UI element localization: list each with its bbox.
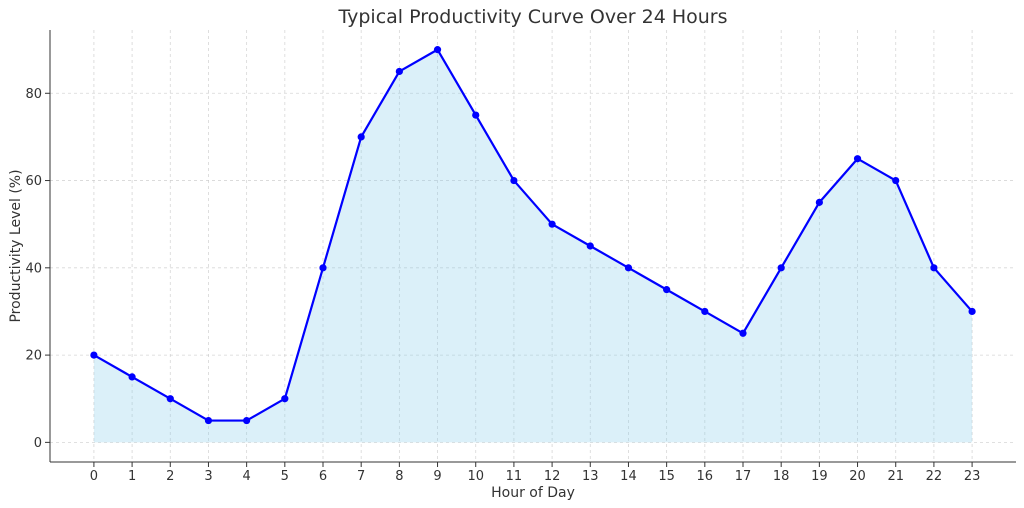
- x-tick-label: 16: [697, 469, 714, 484]
- x-tick-label: 23: [964, 469, 981, 484]
- x-tick-label: 2: [166, 469, 174, 484]
- data-point: [853, 155, 862, 163]
- y-ticks: 0 20 40 60 80: [25, 87, 50, 451]
- series-line-layer: [93, 48, 973, 422]
- x-tick-label: 21: [887, 469, 904, 484]
- data-point: [433, 46, 442, 54]
- x-tick-label: 11: [506, 469, 523, 484]
- data-point: [90, 351, 98, 359]
- x-tick-label: 5: [281, 469, 289, 484]
- data-point: [930, 264, 938, 272]
- y-tick-label: 40: [25, 261, 42, 276]
- y-tick-label: 80: [25, 87, 42, 102]
- data-point: [663, 286, 671, 294]
- x-tick-label: 18: [773, 469, 790, 484]
- data-point: [739, 329, 747, 337]
- y-tick-label: 20: [25, 349, 42, 364]
- axes: [49, 30, 1016, 463]
- data-point: [281, 395, 289, 403]
- x-tick-label: 13: [582, 469, 599, 484]
- data-point: [586, 242, 594, 250]
- x-tick-label: 12: [544, 469, 561, 484]
- data-point: [624, 264, 633, 272]
- data-point: [548, 220, 556, 228]
- series-line: [93, 48, 973, 422]
- x-tick-label: 6: [319, 469, 327, 484]
- data-point: [357, 133, 365, 141]
- x-tick-label: 3: [204, 469, 212, 484]
- data-point: [166, 395, 174, 403]
- x-tick-label: 15: [658, 469, 675, 484]
- x-tick-label: 19: [811, 469, 828, 484]
- series-area-fill: [93, 49, 973, 443]
- x-tick-label: 14: [620, 469, 637, 484]
- data-point-layer: [90, 46, 976, 425]
- x-axis-label: Hour of Day: [491, 485, 575, 501]
- data-point: [968, 307, 976, 316]
- x-tick-label: 4: [242, 469, 250, 484]
- x-tick-label: 17: [735, 469, 752, 484]
- data-point: [510, 176, 518, 185]
- data-point: [892, 176, 900, 185]
- x-tick-label: 9: [433, 469, 441, 484]
- x-tick-label: 0: [90, 469, 98, 484]
- data-point: [701, 307, 709, 316]
- data-point: [243, 416, 251, 425]
- data-point: [815, 198, 823, 206]
- data-point: [472, 111, 480, 119]
- data-point: [777, 264, 785, 272]
- y-tick-label: 60: [25, 174, 42, 189]
- data-point: [319, 264, 327, 272]
- x-tick-label: 22: [926, 469, 943, 484]
- area-fill-layer: [93, 49, 973, 443]
- x-tick-label: 10: [467, 469, 484, 484]
- x-ticks: 0 1 2 3 4 5 6 7 8 9 10 11 12 13 14 15 16 17 18 19 20 21 22 23: [90, 462, 981, 484]
- y-tick-label: 0: [34, 436, 42, 451]
- x-tick-label: 7: [357, 469, 365, 484]
- data-point: [395, 67, 403, 76]
- chart-title: Typical Productivity Curve Over 24 Hours: [337, 6, 727, 28]
- x-tick-label: 8: [395, 469, 403, 484]
- x-tick-label: 20: [849, 469, 866, 484]
- x-tick-label: 1: [128, 469, 136, 484]
- data-point: [128, 373, 136, 381]
- data-point: [204, 416, 213, 425]
- y-axis-label: Productivity Level (%): [8, 169, 24, 322]
